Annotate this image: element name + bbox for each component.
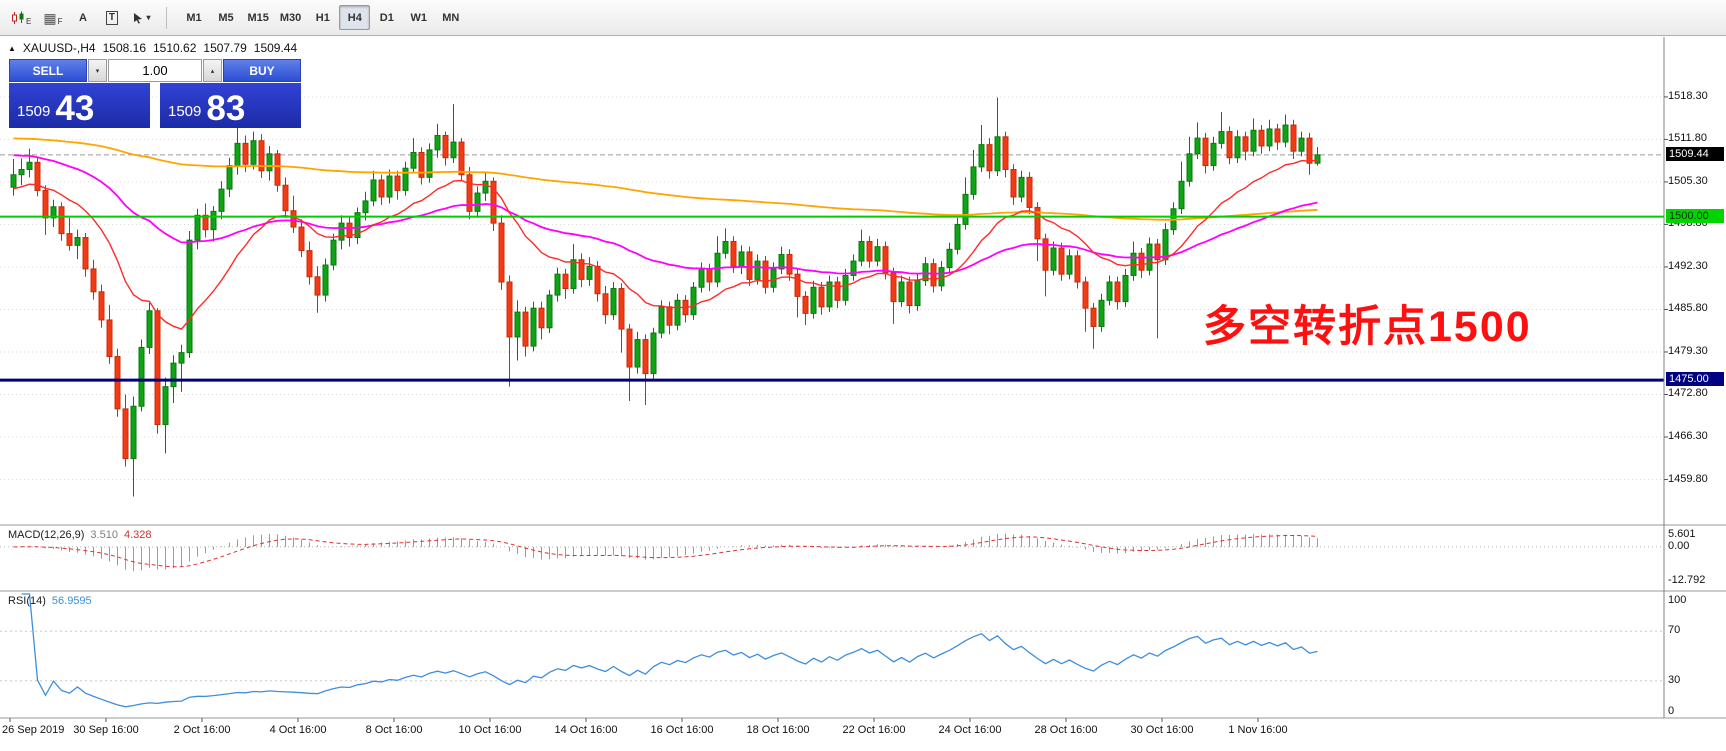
price-axis-label: 1505.30 xyxy=(1668,174,1708,187)
price-axis-label: 1492.30 xyxy=(1668,259,1708,272)
sell-button[interactable]: SELL xyxy=(9,59,87,82)
timeframe-m30-button[interactable]: M30 xyxy=(275,5,306,30)
rsi-title: RSI(14) xyxy=(8,595,46,607)
dropdown-caret-icon: ▾ xyxy=(146,13,151,22)
time-axis-label: 30 Sep 16:00 xyxy=(73,724,139,736)
buy-price-display[interactable]: 1509 83 xyxy=(160,83,301,128)
level-1475-tag: 1475.00 xyxy=(1666,372,1724,387)
close-value: 1509.44 xyxy=(253,41,298,55)
timeframe-group: M1 M5 M15 M30 H1 H4 D1 W1 MN xyxy=(178,5,466,30)
grid-icon: ▦ xyxy=(43,9,57,26)
price-axis[interactable]: 1518.30 1511.80 1505.30 1498.80 1492.30 1485.… xyxy=(1666,0,1726,751)
buy-button[interactable]: BUY xyxy=(223,59,301,82)
symbol-label: XAUUSD-,H4 xyxy=(22,41,96,55)
time-axis-label: 24 Oct 16:00 xyxy=(938,724,1002,736)
timeframe-h1-button[interactable]: H1 xyxy=(307,5,338,30)
timeframe-mn-button[interactable]: MN xyxy=(435,5,466,30)
macd-axis-label: -12.792 xyxy=(1668,574,1706,587)
time-axis-label: 16 Oct 16:00 xyxy=(650,724,714,736)
macd-axis-label: 5.601 xyxy=(1668,528,1696,540)
toolbar-separator xyxy=(166,6,168,29)
rsi-label: RSI(14) 56.9595 xyxy=(8,595,92,607)
volume-input[interactable] xyxy=(108,59,202,82)
time-axis-label: 1 Nov 16:00 xyxy=(1228,724,1288,736)
macd-main-value: 3.510 xyxy=(90,529,118,541)
rsi-axis-label: 100 xyxy=(1668,594,1687,606)
price-axis-label: 1511.80 xyxy=(1668,132,1707,145)
macd-signal-value: 4.328 xyxy=(123,529,152,541)
timeframe-w1-button[interactable]: W1 xyxy=(403,5,434,30)
text-tool-button[interactable]: T xyxy=(98,5,125,30)
icon-sub-f-label: F xyxy=(57,17,63,26)
time-axis-label: 26 Sep 2019 xyxy=(2,724,65,736)
level-1500-tag: 1500.00 xyxy=(1666,208,1724,223)
time-axis-label: 30 Oct 16:00 xyxy=(1130,724,1194,736)
sell-price-main: 1509 xyxy=(17,103,51,120)
time-axis[interactable]: 26 Sep 2019 30 Sep 16:00 2 Oct 16:00 4 Oct … xyxy=(0,722,1726,742)
timeframe-d1-button[interactable]: D1 xyxy=(371,5,402,30)
timeframe-m1-button[interactable]: M1 xyxy=(178,5,209,30)
sell-price-display[interactable]: 1509 43 xyxy=(9,83,150,128)
time-axis-label: 2 Oct 16:00 xyxy=(173,724,231,736)
open-value: 1508.16 xyxy=(102,41,146,55)
one-click-trading-panel: SELL ▾ ▴ BUY 1509 43 1509 83 xyxy=(9,59,301,128)
macd-axis-label: 0.00 xyxy=(1668,539,1690,552)
buy-price-main: 1509 xyxy=(168,103,202,120)
price-axis-label: 1459.80 xyxy=(1668,472,1708,485)
timeframe-h4-button[interactable]: H4 xyxy=(339,5,371,30)
price-axis-label: 1485.80 xyxy=(1668,302,1708,315)
cursor-arrow-icon xyxy=(134,12,143,24)
indicator-shortcut-e-button[interactable]: E xyxy=(6,5,36,30)
toolbar: E ▦ F A T ▾ M1 M5 M15 M30 H1 H4 D1 W1 MN xyxy=(0,0,1726,36)
time-axis-label: 22 Oct 16:00 xyxy=(842,724,906,736)
chart-annotation-text: 多空转折点1500 xyxy=(1203,303,1532,351)
rsi-axis-label: 30 xyxy=(1668,673,1681,686)
text-tool-icon: T xyxy=(105,10,119,25)
price-axis-label: 1479.30 xyxy=(1668,344,1708,357)
icon-sub-e-label: E xyxy=(26,17,32,26)
bid-price-tag: 1509.44 xyxy=(1666,146,1724,161)
time-axis-label: 14 Oct 16:00 xyxy=(554,724,618,736)
quote-bar: ▲ XAUUSD-,H4 1508.16 1510.62 1507.79 150… xyxy=(8,41,297,55)
candlestick-chart-icon xyxy=(12,11,24,24)
rsi-axis-label: 0 xyxy=(1668,705,1675,717)
timeframe-m15-button[interactable]: M15 xyxy=(242,5,273,30)
cursor-tool-button[interactable]: ▾ xyxy=(127,5,155,30)
collapse-toggle-icon[interactable]: ▲ xyxy=(8,43,16,53)
price-axis-label: 1466.30 xyxy=(1668,430,1708,442)
letter-a-icon: A xyxy=(78,11,87,24)
rsi-axis-label: 70 xyxy=(1668,624,1681,637)
time-axis-label: 28 Oct 16:00 xyxy=(1034,724,1098,736)
price-axis-label: 1472.80 xyxy=(1668,387,1708,400)
time-axis-label: 10 Oct 16:00 xyxy=(458,724,522,736)
sell-price-pips: 43 xyxy=(55,89,95,129)
rsi-value: 56.9595 xyxy=(51,595,92,607)
high-value: 1510.62 xyxy=(153,41,197,55)
volume-decrease-button[interactable]: ▾ xyxy=(88,59,107,82)
arrow-tool-button[interactable]: A xyxy=(69,5,96,30)
macd-title: MACD(12,26,9) xyxy=(8,529,85,541)
low-value: 1507.79 xyxy=(203,41,247,55)
price-axis-label: 1518.30 xyxy=(1668,89,1708,102)
buy-price-pips: 83 xyxy=(206,89,246,129)
volume-increase-button[interactable]: ▴ xyxy=(203,59,222,82)
time-axis-label: 4 Oct 16:00 xyxy=(269,724,327,736)
time-axis-label: 8 Oct 16:00 xyxy=(365,724,423,736)
down-caret-icon: ▾ xyxy=(95,67,100,75)
time-axis-label: 18 Oct 16:00 xyxy=(746,724,810,736)
macd-label: MACD(12,26,9) 3.510 4.328 xyxy=(8,529,151,541)
timeframe-m5-button[interactable]: M5 xyxy=(210,5,241,30)
up-caret-icon: ▴ xyxy=(210,67,215,75)
indicator-shortcut-f-button[interactable]: ▦ F xyxy=(38,5,67,30)
